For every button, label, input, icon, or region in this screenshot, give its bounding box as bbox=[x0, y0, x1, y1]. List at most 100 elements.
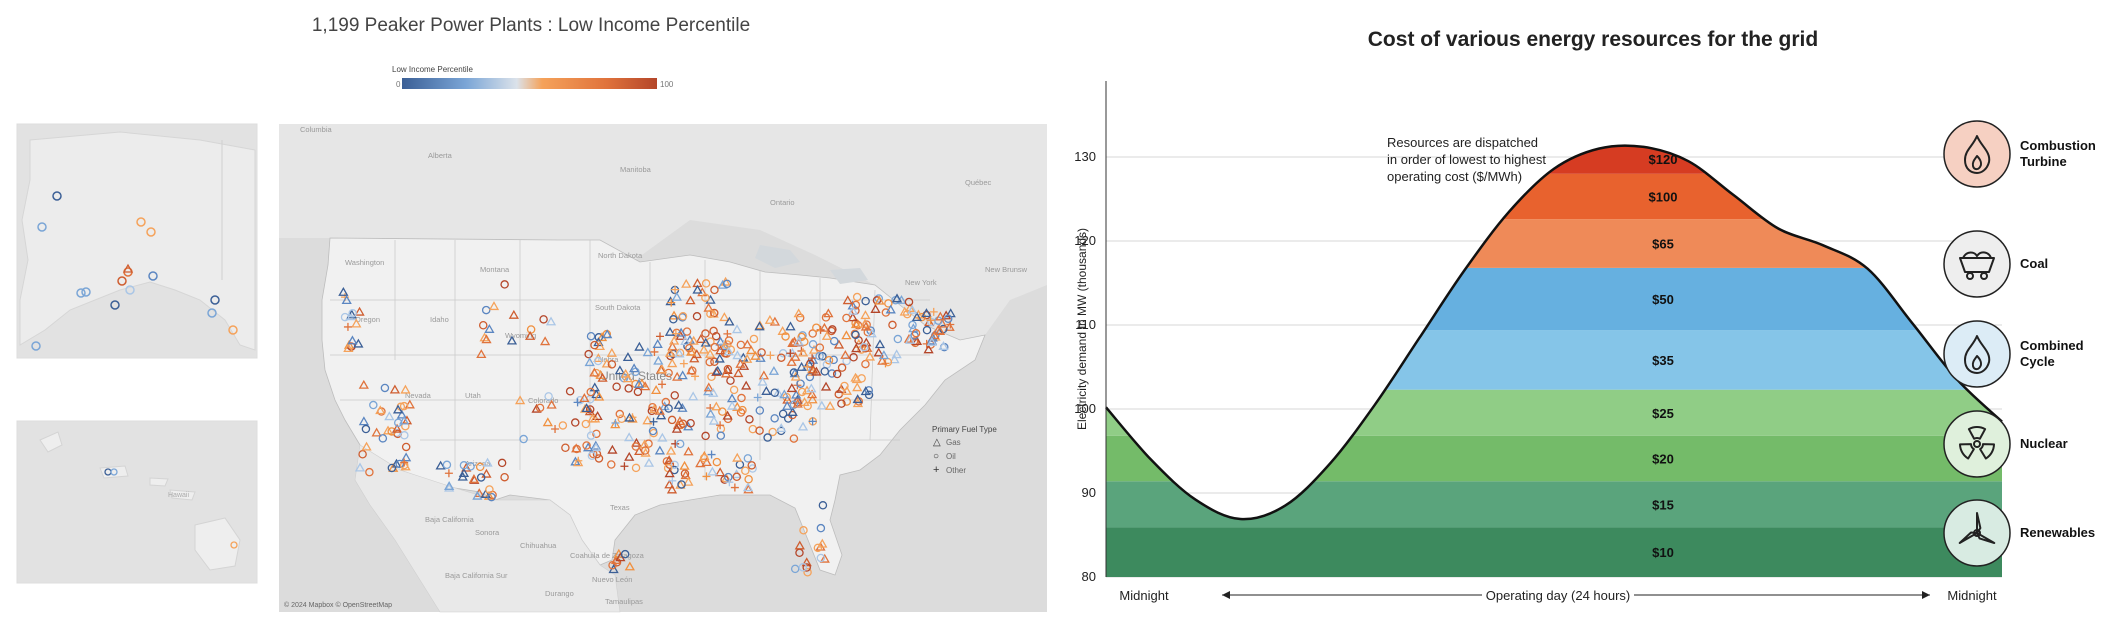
oil-plant-marker bbox=[755, 406, 765, 415]
band-cost-label: $100 bbox=[1649, 189, 1678, 204]
other-plant-marker bbox=[707, 450, 716, 459]
gas-plant-marker bbox=[614, 365, 626, 375]
other-plant-marker bbox=[929, 307, 938, 316]
gas-plant-marker bbox=[731, 324, 743, 334]
gas-plant-marker bbox=[698, 344, 710, 354]
gas-plant-marker bbox=[700, 337, 711, 347]
map-label-new-brunswick: New Brunsw bbox=[985, 265, 1028, 274]
map-label-tamaulipas: Tamaulipas bbox=[605, 597, 643, 606]
legend-other-symbol: + bbox=[933, 464, 939, 476]
map-label-baja-california-sur: Baja California Sur bbox=[445, 571, 508, 580]
gas-plant-marker bbox=[808, 364, 819, 374]
map-label-idaho: Idaho bbox=[430, 315, 449, 324]
other-plant-marker bbox=[671, 439, 680, 448]
legend-title: Primary Fuel Type bbox=[932, 425, 997, 434]
gas-plant-marker bbox=[926, 336, 938, 346]
gas-plant-marker bbox=[664, 326, 676, 336]
gas-plant-marker bbox=[792, 398, 803, 408]
band-cost-label: $35 bbox=[1652, 353, 1674, 368]
gas-plant-marker bbox=[573, 457, 584, 467]
gas-plant-marker bbox=[791, 389, 802, 399]
cost-band bbox=[1106, 389, 2002, 436]
oil-plant-marker bbox=[358, 449, 367, 459]
gas-plant-marker bbox=[667, 358, 678, 368]
gas-plant-marker bbox=[680, 336, 691, 346]
gas-plant-marker bbox=[750, 350, 761, 360]
gas-plant-marker bbox=[664, 347, 676, 357]
oil-plant-marker bbox=[816, 523, 826, 533]
resource-renewables: Renewables bbox=[1943, 499, 2095, 567]
gas-plant-marker bbox=[878, 350, 890, 360]
resource-icon-circle bbox=[1943, 120, 2011, 188]
gas-plant-marker bbox=[624, 432, 635, 442]
resource-icon-circle bbox=[1943, 320, 2011, 388]
other-plant-marker bbox=[573, 398, 582, 407]
other-plant-marker bbox=[649, 417, 658, 426]
oil-plant-marker bbox=[592, 368, 601, 378]
oil-plant-marker bbox=[685, 343, 694, 353]
gas-plant-marker bbox=[758, 370, 770, 380]
gas-plant-marker bbox=[590, 440, 601, 450]
y-tick-label: 110 bbox=[1075, 317, 1096, 332]
oil-plant-marker bbox=[678, 312, 688, 321]
map-svg: Low Income Percentile 0 100 Hawaii bbox=[16, 65, 1047, 613]
oil-plant-marker bbox=[392, 428, 401, 438]
gas-plant-marker bbox=[597, 372, 608, 382]
chart-svg: $10 $15 $20 $25 $35 $50 $65 $100 $120 80 90 100 110… bbox=[1074, 81, 2096, 603]
gas-plant-marker bbox=[488, 301, 500, 311]
gas-plant-marker bbox=[840, 349, 851, 359]
gas-plant-marker bbox=[891, 293, 903, 303]
gas-plant-marker bbox=[807, 394, 818, 404]
oil-plant-marker bbox=[395, 459, 404, 469]
gas-plant-marker bbox=[358, 379, 369, 389]
gas-plant-marker bbox=[904, 334, 916, 344]
map-panel: 1,199 Peaker Power Plants : Low Income P… bbox=[16, 15, 1047, 613]
oil-plant-marker bbox=[442, 460, 452, 470]
gas-plant-marker bbox=[921, 308, 932, 318]
oil-plant-marker bbox=[718, 407, 727, 416]
band-cost-label: $65 bbox=[1652, 237, 1674, 252]
map-attribution: © 2024 Mapbox © OpenStreetMap bbox=[284, 601, 392, 609]
gas-plant-marker bbox=[581, 403, 592, 413]
gas-plant-marker bbox=[790, 351, 801, 361]
oil-plant-marker bbox=[798, 563, 808, 572]
gas-plant-marker bbox=[624, 561, 635, 571]
oil-plant-marker bbox=[701, 431, 710, 441]
gas-plant-marker bbox=[653, 355, 664, 365]
gas-plant-marker bbox=[122, 263, 134, 273]
gas-plant-marker bbox=[673, 399, 684, 409]
oil-plant-marker bbox=[348, 309, 357, 318]
gas-plant-marker bbox=[657, 432, 668, 442]
oil-plant-marker bbox=[803, 568, 812, 577]
oil-plant-marker bbox=[624, 384, 633, 393]
oil-plant-marker bbox=[76, 288, 86, 298]
oil-plant-marker bbox=[677, 480, 686, 489]
oil-plant-marker bbox=[849, 353, 858, 362]
oil-plant-marker bbox=[340, 312, 350, 322]
gas-plant-marker bbox=[685, 295, 696, 305]
legend-gas-symbol: △ bbox=[933, 437, 941, 448]
oil-plant-marker bbox=[500, 280, 509, 289]
gas-plant-marker bbox=[674, 348, 685, 358]
oil-plant-marker bbox=[701, 279, 711, 288]
gas-plant-marker bbox=[444, 482, 455, 492]
oil-plant-marker bbox=[781, 332, 790, 341]
cost-band bbox=[1106, 219, 2002, 268]
oil-plant-marker bbox=[110, 468, 118, 476]
gas-plant-marker bbox=[727, 400, 738, 410]
oil-plant-marker bbox=[795, 313, 805, 323]
gas-plant-marker bbox=[689, 353, 700, 363]
oil-plant-marker bbox=[586, 431, 596, 440]
y-tick-label: 100 bbox=[1074, 401, 1096, 416]
gas-plant-marker bbox=[779, 389, 790, 399]
gas-plant-marker bbox=[733, 368, 744, 378]
oil-plant-marker bbox=[361, 424, 371, 434]
gas-plant-marker bbox=[338, 286, 349, 296]
gas-plant-marker bbox=[722, 410, 733, 420]
map-label-texas: Texas bbox=[610, 503, 630, 512]
resource-label: Coal bbox=[2020, 256, 2048, 271]
oil-plant-marker bbox=[808, 340, 818, 349]
x-axis-label: Operating day (24 hours) bbox=[1486, 588, 1631, 603]
oil-plant-marker bbox=[744, 474, 753, 484]
gas-plant-marker bbox=[944, 321, 955, 331]
